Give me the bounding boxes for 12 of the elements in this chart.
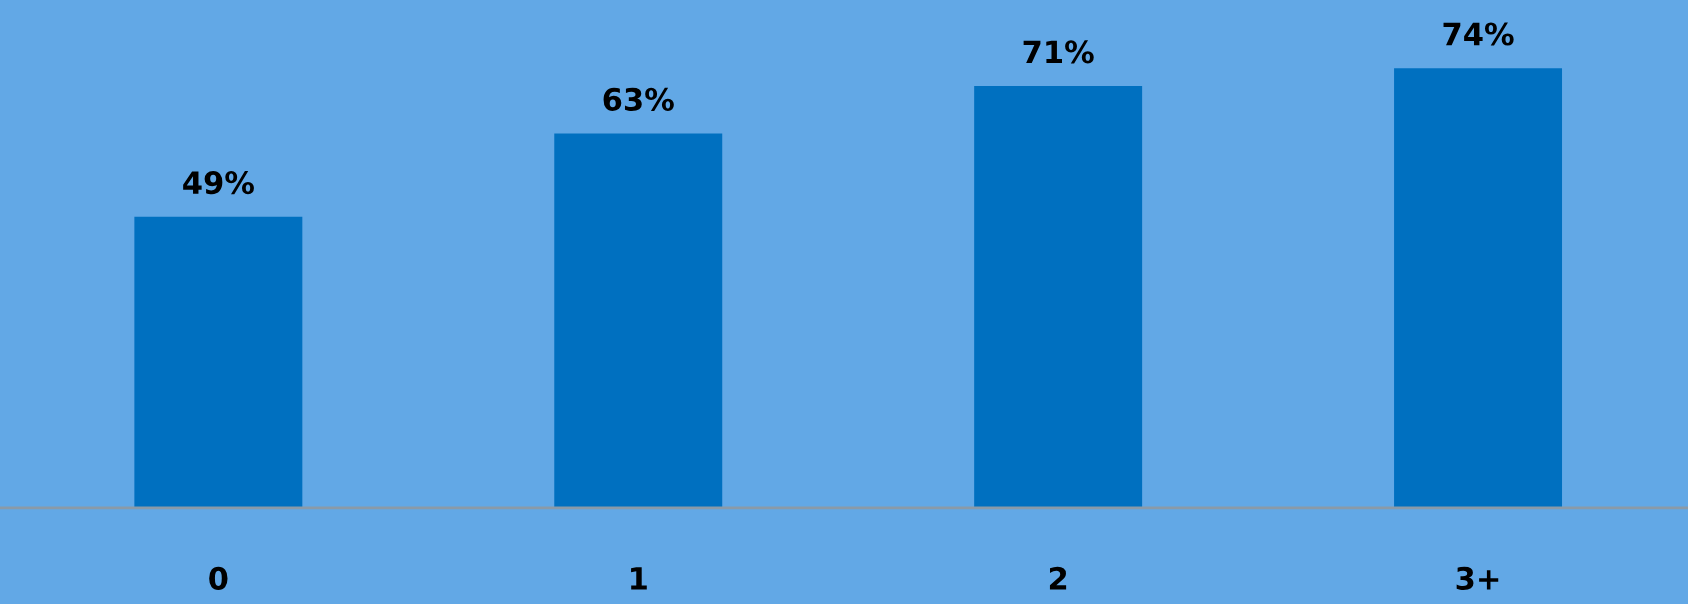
x-tick-label: 0 — [209, 566, 228, 590]
bar — [1394, 68, 1563, 508]
data-label: 49% — [183, 171, 254, 195]
bar — [134, 216, 303, 508]
data-label: 63% — [603, 87, 674, 111]
x-tick-label: 3+ — [1456, 566, 1499, 590]
x-tick-label: 1 — [631, 567, 647, 590]
bar — [554, 133, 723, 508]
data-label: 74% — [1443, 22, 1514, 46]
x-tick-label: 2 — [1049, 566, 1067, 590]
bar — [974, 86, 1143, 508]
data-label: 71% — [1023, 40, 1094, 64]
